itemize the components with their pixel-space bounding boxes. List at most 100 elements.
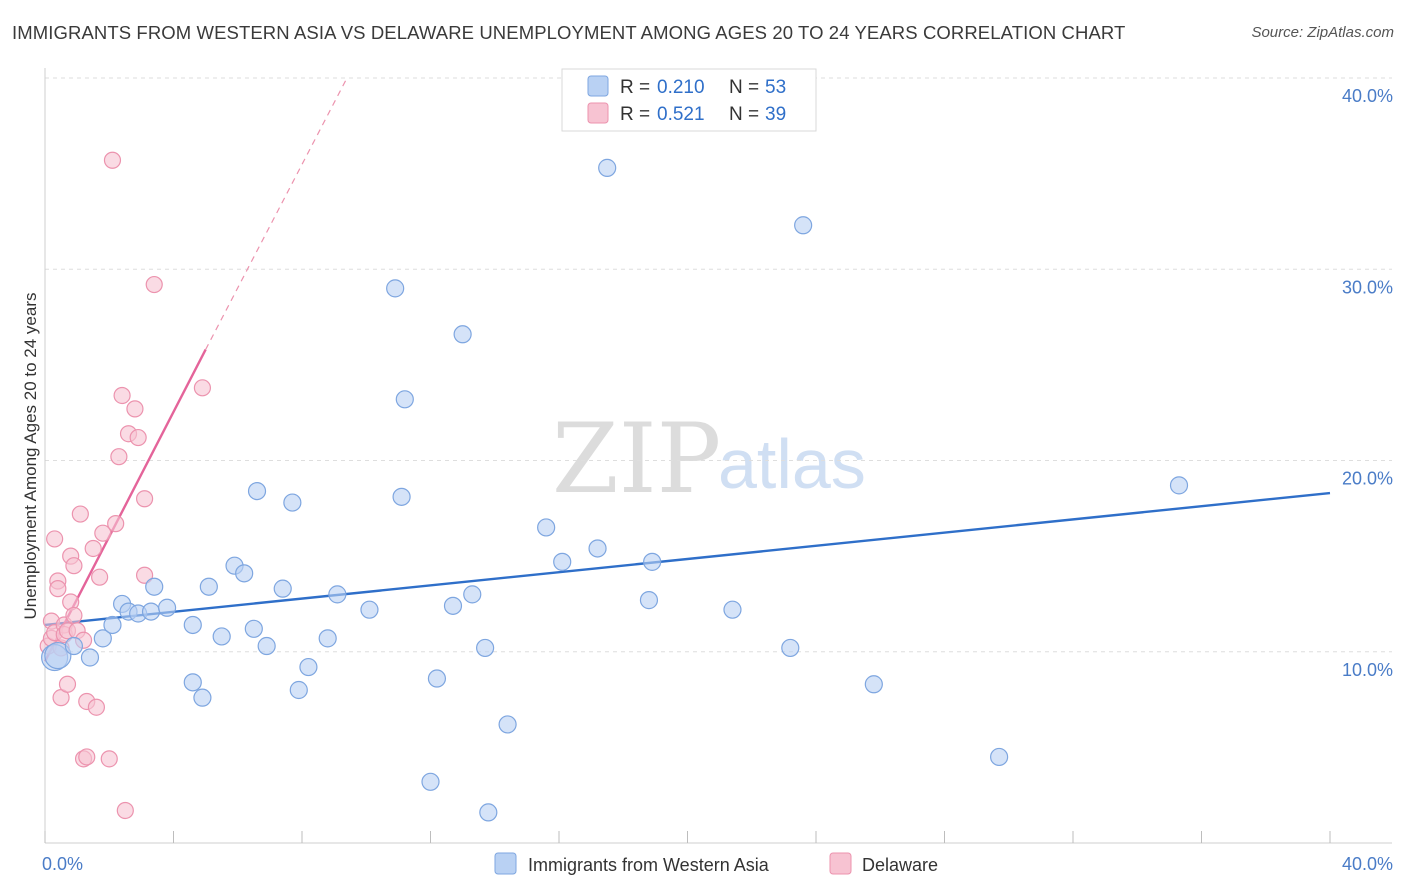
western-asia-point <box>318 629 337 648</box>
legend-r-value-2: 0.521 <box>657 104 705 125</box>
delaware-point <box>71 505 89 523</box>
western-asia-point <box>141 602 161 621</box>
delaware-point <box>46 530 64 548</box>
delaware-point <box>94 524 112 542</box>
delaware-point <box>145 275 163 294</box>
delaware-points <box>39 151 212 820</box>
axes <box>44 68 1392 844</box>
western-asia-point <box>289 680 308 700</box>
western-asia-point <box>283 493 302 512</box>
legend-swatch-pink <box>587 102 609 124</box>
western-asia-point <box>498 715 517 734</box>
western-asia-point <box>990 747 1009 767</box>
western-asia-point <box>639 591 659 610</box>
delaware-point <box>193 379 212 397</box>
western-asia-point <box>193 688 212 707</box>
y-tick-label-10: 10.0% <box>1342 660 1393 680</box>
trend-line-delaware-extension <box>205 77 348 350</box>
watermark-zip: ZIP <box>552 403 721 515</box>
legend-swatch-blue <box>587 75 609 97</box>
western-asia-point <box>553 552 572 571</box>
western-asia-point <box>479 803 498 822</box>
legend-n-value-1: 53 <box>765 77 786 98</box>
delaware-point <box>65 557 83 575</box>
delaware-point <box>91 568 109 586</box>
delaware-point <box>113 386 131 405</box>
delaware-point <box>116 801 134 820</box>
western-asia-point <box>427 669 447 688</box>
chart-title: IMMIGRANTS FROM WESTERN ASIA VS DELAWARE… <box>12 22 1126 43</box>
western-asia-point <box>257 636 276 656</box>
western-asia-point <box>103 615 122 635</box>
delaware-point <box>110 448 128 466</box>
western-asia-point <box>395 390 414 409</box>
delaware-point <box>126 400 144 418</box>
legend-n-value-2: 39 <box>765 104 786 125</box>
western-asia-point <box>183 673 202 692</box>
delaware-point <box>78 748 96 766</box>
bottom-legend-swatch-pink <box>829 852 852 875</box>
western-asia-point <box>864 675 883 694</box>
western-asia-point <box>299 657 318 677</box>
western-asia-point <box>1169 476 1189 495</box>
x-tick-label-max: 40.0% <box>1342 854 1393 874</box>
western-asia-point <box>44 641 72 670</box>
series-legend: Immigrants from Western Asia Delaware <box>494 852 938 875</box>
western-asia-point <box>643 552 662 571</box>
tick-labels: 10.0% 20.0% 30.0% 40.0% 0.0% 40.0% <box>42 86 1393 874</box>
y-tick-label-20: 20.0% <box>1342 469 1393 489</box>
x-tick-label-min: 0.0% <box>42 854 83 874</box>
western-asia-point <box>794 216 813 235</box>
western-asia-point <box>328 585 347 604</box>
legend-r-label-2: R = <box>620 104 650 125</box>
bottom-legend-label-western-asia: Immigrants from Western Asia <box>528 855 770 875</box>
y-tick-label-40: 40.0% <box>1342 86 1393 106</box>
delaware-point <box>65 606 83 625</box>
western-asia-point <box>80 648 100 667</box>
legend-r-value-1: 0.210 <box>657 77 705 98</box>
source-credit: Source: ZipAtlas.com <box>1251 24 1394 41</box>
western-asia-point <box>157 598 177 617</box>
correlation-legend: R = 0.210 N = 53 R = 0.521 N = 39 <box>561 68 817 132</box>
western-asia-point <box>235 564 254 583</box>
bottom-legend-swatch-blue <box>494 852 517 875</box>
western-asia-point <box>360 600 379 619</box>
western-asia-point <box>421 772 440 791</box>
delaware-point <box>100 750 118 768</box>
western-asia-point <box>781 638 800 658</box>
legend-n-label-1: N = <box>729 77 759 98</box>
western-asia-point <box>443 596 463 615</box>
y-tick-label-30: 30.0% <box>1342 277 1393 297</box>
trend-line-western-asia <box>44 491 1331 627</box>
western-asia-point <box>476 638 495 658</box>
western-asia-point <box>244 619 263 638</box>
y-axis-title: Unemployment Among Ages 20 to 24 years <box>21 293 40 620</box>
western-asia-points <box>41 158 1189 822</box>
delaware-point <box>58 675 77 693</box>
delaware-point <box>129 428 147 447</box>
bottom-legend-label-delaware: Delaware <box>862 855 938 875</box>
western-asia-point <box>212 627 231 646</box>
legend-r-label-1: R = <box>620 77 650 98</box>
western-asia-point <box>392 487 411 506</box>
western-asia-point <box>537 518 556 537</box>
western-asia-point <box>199 577 218 596</box>
delaware-point <box>49 580 67 598</box>
western-asia-point <box>247 482 267 501</box>
delaware-point <box>87 698 106 716</box>
western-asia-point <box>598 158 617 177</box>
watermark-atlas: atlas <box>718 425 866 503</box>
western-asia-point <box>463 585 482 604</box>
delaware-point <box>135 566 154 584</box>
western-asia-point <box>183 615 202 635</box>
delaware-point <box>107 515 125 533</box>
western-asia-point <box>453 325 472 344</box>
western-asia-point <box>588 539 607 558</box>
western-asia-point <box>386 279 405 298</box>
western-asia-point <box>145 577 164 596</box>
delaware-point <box>103 151 122 169</box>
legend-n-label-2: N = <box>729 104 759 125</box>
western-asia-point <box>723 600 742 619</box>
delaware-point <box>135 490 154 508</box>
